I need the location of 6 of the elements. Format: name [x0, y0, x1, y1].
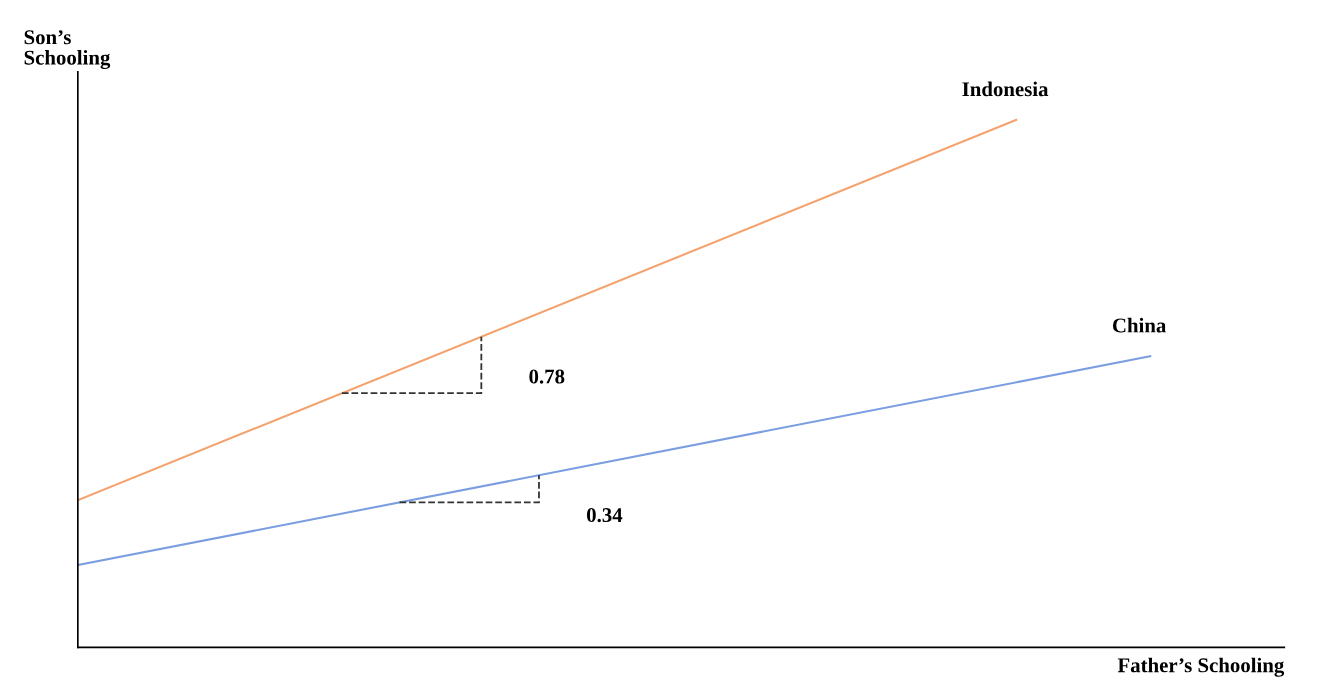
x-axis-title: Father’s Schooling — [1117, 657, 1285, 677]
annotation: 0.34 — [586, 508, 623, 523]
series-label: Indonesia — [962, 81, 1049, 97]
series-label: China — [1112, 317, 1167, 333]
y-axis-title: Son’s Schooling — [24, 30, 111, 70]
annotation: 0.78 — [529, 369, 565, 384]
